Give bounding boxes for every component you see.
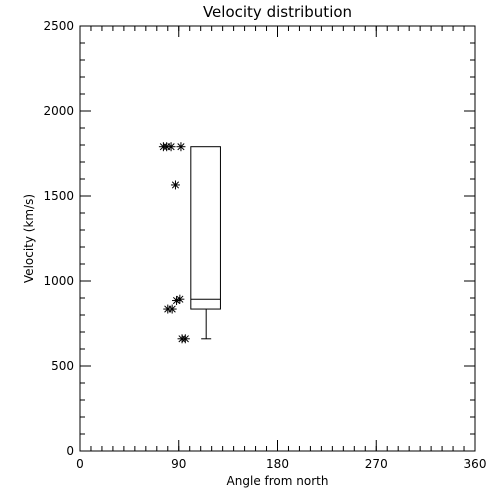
y-tick-label: 500	[51, 359, 74, 373]
x-tick-label: 90	[171, 457, 186, 471]
y-tick-label: 2000	[43, 104, 74, 118]
data-point	[167, 304, 177, 314]
chart-title: Velocity distribution	[203, 3, 352, 21]
data-point	[172, 296, 182, 306]
x-tick-label: 180	[266, 457, 289, 471]
x-tick-label: 360	[464, 457, 487, 471]
data-point-stroke	[177, 143, 185, 151]
x-tick-label: 270	[365, 457, 388, 471]
x-axis-label: Angle from north	[227, 474, 329, 488]
y-tick-label: 1500	[43, 189, 74, 203]
axis-tick-labels: 0 90 180 270 360 0 500 1000 1500 2000 2500	[43, 19, 486, 471]
axis-ticks	[79, 25, 476, 452]
y-tick-label: 0	[66, 444, 74, 458]
x-tick-label: 0	[76, 457, 84, 471]
data-point	[180, 334, 190, 344]
data-point-stroke	[171, 181, 180, 189]
data-point-stroke	[168, 305, 176, 313]
y-axis-label: Velocity (km/s)	[22, 194, 36, 283]
data-point	[170, 180, 180, 190]
data-point-stroke	[167, 143, 175, 151]
data-point-stroke	[172, 296, 181, 305]
scatter-points	[158, 142, 190, 344]
y-tick-label: 1000	[43, 274, 74, 288]
data-point	[166, 142, 176, 152]
y-tick-label: 2500	[43, 19, 74, 33]
data-point-stroke	[181, 335, 189, 343]
data-point	[176, 142, 186, 152]
plot-frame	[79, 25, 476, 452]
box-rectangle	[190, 146, 221, 310]
boxplot	[190, 146, 221, 340]
